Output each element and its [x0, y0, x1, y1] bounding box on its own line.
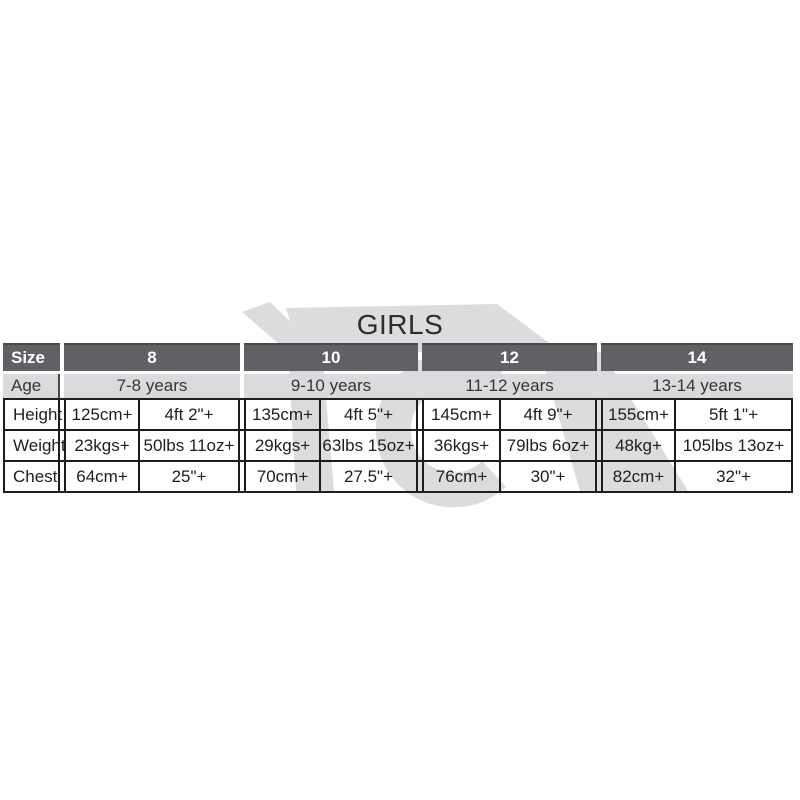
row-label-size: Size	[3, 343, 60, 371]
row-label-height: Height	[3, 400, 62, 429]
cell-chest-size12-metric: 76cm+	[422, 462, 501, 491]
row-label-chest: Chest	[3, 462, 60, 491]
cell-height-size10-metric: 135cm+	[244, 400, 321, 429]
cell-height-size14-metric: 155cm+	[601, 400, 676, 429]
cell-age-size8: 7-8 years	[64, 374, 240, 398]
cell-chest-size14-imperial: 32"+	[676, 462, 793, 491]
row-label-age: Age	[3, 374, 60, 398]
col-header-size-14: 14	[601, 343, 793, 371]
cell-weight-size12-metric: 36kgs+	[422, 431, 501, 460]
cell-chest-size10-imperial: 27.5"+	[321, 462, 418, 491]
cell-weight-size8-metric: 23kgs+	[64, 431, 140, 460]
cell-chest-size8-metric: 64cm+	[64, 462, 140, 491]
cell-weight-size14-imperial: 105lbs 13oz+	[676, 431, 793, 460]
measurements-block: Height 125cm+ 4ft 2"+ 135cm+ 4ft 5"+ 145…	[3, 398, 793, 493]
cell-height-size12-imperial: 4ft 9"+	[501, 400, 597, 429]
cell-weight-size8-imperial: 50lbs 11oz+	[140, 431, 240, 460]
cell-age-size14: 13-14 years	[601, 374, 793, 398]
cell-height-size14-imperial: 5ft 1"+	[676, 400, 793, 429]
cell-chest-size8-imperial: 25"+	[140, 462, 240, 491]
cell-age-size10: 9-10 years	[244, 374, 418, 398]
cell-age-size12: 11-12 years	[422, 374, 597, 398]
page-title: GIRLS	[356, 309, 444, 340]
cell-weight-size10-imperial: 63lbs 15oz+	[321, 431, 418, 460]
cell-weight-size14-metric: 48kg+	[601, 431, 676, 460]
row-label-weight: Weight	[3, 431, 66, 460]
cell-height-size8-imperial: 4ft 2"+	[140, 400, 240, 429]
cell-height-size10-imperial: 4ft 5"+	[321, 400, 418, 429]
col-header-size-8: 8	[64, 343, 240, 371]
cell-weight-size12-imperial: 79lbs 6oz+	[501, 431, 597, 460]
cell-weight-size10-metric: 29kgs+	[244, 431, 321, 460]
cell-chest-size12-imperial: 30"+	[501, 462, 597, 491]
age-row: Age 7-8 years 9-10 years 11-12 years 13-…	[3, 374, 793, 398]
col-header-size-12: 12	[422, 343, 597, 371]
size-header-row: Size 8 10 12 14	[3, 343, 793, 371]
cell-chest-size10-metric: 70cm+	[244, 462, 321, 491]
cell-height-size8-metric: 125cm+	[64, 400, 140, 429]
weight-row: Weight 23kgs+ 50lbs 11oz+ 29kgs+ 63lbs 1…	[3, 429, 793, 460]
size-chart-table: Size 8 10 12 14 Age 7-8 years 9-10 years…	[3, 343, 793, 493]
cell-chest-size14-metric: 82cm+	[601, 462, 676, 491]
height-row: Height 125cm+ 4ft 2"+ 135cm+ 4ft 5"+ 145…	[3, 398, 793, 429]
chest-row: Chest 64cm+ 25"+ 70cm+ 27.5"+ 76cm+ 30"+…	[3, 460, 793, 491]
cell-height-size12-metric: 145cm+	[422, 400, 501, 429]
col-header-size-10: 10	[244, 343, 418, 371]
